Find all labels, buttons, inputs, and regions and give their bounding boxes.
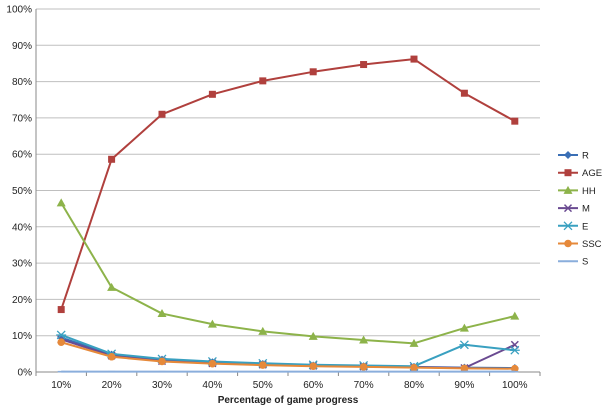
legend-marker: [564, 151, 572, 159]
data-point-ssc: [359, 363, 368, 371]
y-tick-label: 60%: [12, 150, 32, 161]
data-point-ssc: [208, 359, 217, 368]
gridlines: [36, 8, 540, 373]
data-point-ssc: [57, 338, 65, 347]
data-point-hh: [157, 309, 167, 318]
legend-item-ssc: SSC: [558, 239, 602, 250]
y-tick-label: 10%: [12, 331, 32, 342]
x-tick-label: 100%: [502, 380, 528, 391]
legend-item-m: M: [558, 204, 590, 215]
legend-label: M: [582, 204, 590, 215]
legend-item-r: R: [558, 151, 589, 162]
legend-marker: [563, 204, 573, 213]
x-axis-label: Percentage of game progress: [218, 395, 359, 406]
x-tick-label: 60%: [303, 380, 323, 391]
legend-marker: [563, 185, 573, 194]
x-tick-label: 90%: [454, 380, 474, 391]
data-point-age: [511, 117, 519, 125]
x-tick-label: 80%: [404, 380, 424, 391]
data-point-ssc: [158, 357, 166, 366]
legend-item-s: S: [558, 257, 588, 268]
data-point-ssc: [309, 362, 318, 370]
data-point-ssc: [511, 364, 519, 373]
data-point-age: [57, 306, 65, 314]
x-tick-label: 50%: [253, 380, 273, 391]
data-point-age: [108, 155, 116, 163]
x-tick-label: 10%: [51, 380, 71, 391]
legend-marker: [564, 239, 572, 248]
legend-label: E: [582, 221, 588, 232]
data-point-hh: [258, 326, 268, 335]
data-point-ssc: [410, 363, 418, 372]
series-line-age: [60, 58, 516, 310]
series-line-e: [60, 334, 515, 368]
legend-label: HH: [582, 186, 596, 197]
data-point-e: [459, 340, 470, 350]
data-point-age: [410, 55, 418, 63]
legend-item-e: E: [558, 221, 588, 232]
y-tick-label: 90%: [12, 41, 32, 52]
legend-item-hh: HH: [558, 185, 596, 197]
data-point-age: [259, 77, 267, 85]
series-line-ssc: [60, 341, 515, 370]
y-tick-label: 20%: [12, 295, 32, 306]
y-tick-label: 30%: [12, 259, 32, 270]
series-age: [57, 55, 519, 314]
data-point-hh: [56, 198, 66, 207]
data-point-ssc: [460, 364, 469, 373]
legend-item-age: AGE: [558, 168, 602, 179]
series-lines: [56, 55, 520, 373]
series-line-hh: [60, 202, 516, 345]
data-point-hh: [308, 331, 318, 340]
series-hh: [56, 198, 520, 347]
y-tick-label: 100%: [6, 5, 32, 16]
data-point-hh: [409, 338, 419, 347]
y-tick-label: 0%: [18, 368, 33, 379]
data-point-hh: [459, 323, 469, 332]
x-tick-label: 70%: [354, 380, 374, 391]
y-axis-ticks: 0% 10% 20% 30% 40% 50% 60% 70% 80% 90% 100%: [6, 5, 32, 379]
legend-label: S: [582, 257, 588, 268]
y-tick-label: 40%: [12, 222, 32, 233]
data-point-age: [309, 68, 317, 76]
data-point-hh: [359, 335, 369, 344]
series-ssc: [57, 338, 519, 373]
legend-marker: [564, 169, 572, 177]
legend-label: SSC: [582, 239, 602, 250]
data-point-age: [158, 110, 166, 118]
data-point-age: [460, 89, 468, 97]
legend-label: R: [582, 151, 589, 162]
legend-marker: [563, 221, 573, 231]
data-point-hh: [207, 319, 217, 328]
y-tick-label: 80%: [12, 77, 32, 88]
y-tick-label: 50%: [12, 186, 32, 197]
data-point-ssc: [259, 361, 267, 369]
data-point-age: [360, 61, 368, 69]
data-point-ssc: [107, 352, 116, 361]
x-tick-label: 20%: [102, 380, 122, 391]
data-point-age: [208, 90, 216, 98]
y-tick-label: 70%: [12, 113, 32, 124]
legend: R AGE HH ME SSC S: [558, 151, 602, 268]
data-point-hh: [107, 282, 117, 291]
x-tick-label: 40%: [202, 380, 222, 391]
x-tick-label: 30%: [152, 380, 172, 391]
series-e: [56, 330, 520, 371]
data-point-e: [56, 330, 67, 340]
data-point-hh: [510, 311, 520, 320]
legend-label: AGE: [582, 168, 602, 179]
data-point-e: [509, 345, 520, 355]
